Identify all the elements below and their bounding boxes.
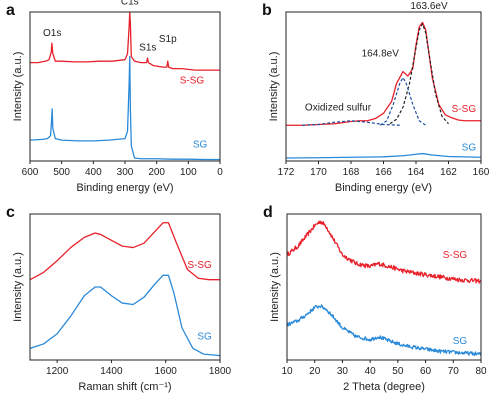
x-axis-label: Binding energy (eV) — [335, 182, 432, 194]
x-tick-label: 40 — [365, 366, 377, 377]
x-tick-label: 164 — [408, 167, 425, 178]
panel-a: a 600 500 400 300 200 100 0 Binding energy (eV) I… — [6, 0, 223, 194]
x-tick-label: 400 — [85, 167, 102, 178]
annotation-label: C1s — [121, 0, 139, 8]
y-axis-label: Intensity (a.u.) — [12, 252, 24, 322]
series-label: S-SG — [187, 260, 212, 271]
x-tick-label: 200 — [148, 167, 165, 178]
series-label: S-SG — [443, 250, 468, 261]
x-tick-label: 600 — [22, 167, 39, 178]
series-sg — [30, 56, 220, 161]
x-axis-label: Binding energy (eV) — [76, 182, 173, 194]
x-tick-label: 50 — [392, 366, 404, 377]
annotation-label: O1s — [43, 28, 61, 39]
plot-frame — [285, 11, 482, 162]
panel-c: c 1200 1400 1600 1800 Raman shift (cm⁻¹) Inten… — [6, 204, 232, 393]
series-sg — [286, 152, 481, 159]
panel-letter-a: a — [6, 2, 15, 19]
x-tick-label: 20 — [309, 366, 321, 377]
x-axis-label: 2 Theta (degree) — [343, 381, 425, 393]
series-label: SG — [453, 336, 468, 347]
y-axis-label: Intensity (a.u.) — [268, 52, 280, 122]
series-fit-164-8-ev — [379, 76, 427, 126]
series-sg — [287, 304, 481, 357]
series-s-sg — [30, 222, 220, 281]
x-tick-label: 170 — [310, 167, 327, 178]
x-tick-label: 60 — [420, 366, 432, 377]
series-s-sg — [30, 12, 220, 71]
panel-b: b 172 170 168 166 164 162 160 Binding energy (eV… — [262, 1, 490, 194]
panel-letter-d: d — [263, 204, 273, 221]
annotation-label: S1s — [139, 43, 156, 54]
annotation-label: Oxidized sulfur — [305, 102, 372, 113]
x-tick-label: 70 — [448, 366, 460, 377]
x-tick-label: 1400 — [100, 366, 123, 377]
series-label: SG — [193, 140, 208, 151]
panel-d: d 10 20 30 40 50 60 70 80 2 Theta (degree) Intensi… — [263, 204, 487, 393]
x-tick-label: 80 — [475, 366, 487, 377]
series-label: S-SG — [180, 76, 205, 87]
plot-frame — [286, 213, 482, 361]
x-tick-label: 162 — [440, 167, 457, 178]
series-label: S-SG — [452, 104, 477, 115]
x-tick-label: 1200 — [46, 366, 69, 377]
x-tick-label: 168 — [343, 167, 360, 178]
x-tick-label: 0 — [217, 167, 223, 178]
x-tick-label: 30 — [337, 366, 349, 377]
series-s-sg — [287, 220, 481, 284]
x-tick-label: 300 — [117, 167, 134, 178]
plot-frame — [29, 213, 221, 361]
x-axis-label: Raman shift (cm⁻¹) — [78, 381, 171, 393]
x-tick-label: 166 — [375, 167, 392, 178]
y-axis-label: Intensity (a.u.) — [12, 52, 24, 122]
x-tick-label: 10 — [281, 366, 293, 377]
x-tick-label: 100 — [180, 167, 197, 178]
annotation-label: S1p — [159, 34, 177, 45]
panel-letter-b: b — [262, 2, 272, 19]
x-tick-label: 172 — [278, 167, 295, 178]
series-fit-168-ev — [302, 120, 400, 126]
annotation-label: 163.6eV — [410, 1, 448, 12]
panel-letter-c: c — [6, 204, 15, 221]
x-tick-label: 1600 — [155, 366, 178, 377]
series-label: SG — [197, 332, 212, 343]
annotation-label: 164.8eV — [362, 49, 400, 60]
series-label: SG — [462, 143, 477, 154]
series-sg — [30, 274, 220, 357]
series-fit-163-6-ev — [389, 23, 449, 125]
x-tick-label: 160 — [473, 167, 490, 178]
x-tick-label: 1800 — [209, 366, 232, 377]
x-tick-label: 500 — [53, 167, 70, 178]
y-axis-label: Intensity (a.u.) — [269, 252, 281, 322]
